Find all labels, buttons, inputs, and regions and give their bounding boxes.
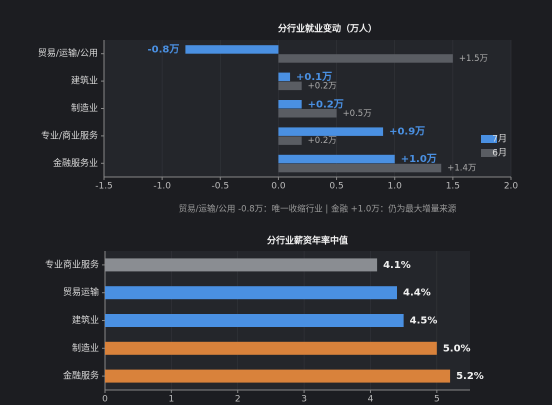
bar [105,314,404,327]
x-tick-label: 0.5 [329,182,343,192]
bar [278,72,291,82]
x-tick-label: 2 [235,395,241,405]
y-tick-label: 制造业 [72,342,99,354]
x-tick-label: 4 [368,395,374,405]
x-tick-label: -1.0 [153,182,171,192]
bar [105,369,451,383]
bar [278,154,395,164]
x-tick-label: -0.5 [212,182,230,192]
x-tick-label: 5 [434,395,440,405]
y-tick-label: 专业/商业服务 [41,129,98,141]
bar [105,258,378,272]
bar [278,136,302,145]
value-label: 4.4% [403,288,431,299]
bar [278,109,337,118]
value-label: -0.8万 [148,43,180,55]
x-tick-label: 2.0 [504,182,519,192]
bar [278,81,302,91]
bar [105,341,437,355]
y-tick-label: 金融服务 [63,370,99,382]
value-label: +1.0万 [401,153,437,165]
legend-swatch [481,149,497,157]
value-label: +0.9万 [389,126,425,138]
y-tick-label: 建筑业 [71,75,98,87]
x-tick-label: 1.5 [446,182,460,192]
bar [278,163,442,173]
value-label: 5.2% [456,371,484,382]
value-label: +1.5万 [459,54,488,64]
x-tick-label: -1.5 [95,182,113,192]
value-label: 5.0% [443,343,471,354]
value-label: +0.2万 [308,136,337,146]
y-tick-label: 专业商业服务 [45,258,99,270]
y-tick-label: 建筑业 [72,314,99,326]
plot-area [104,40,511,177]
annotation: 贸易/运输/公用 -0.8万：唯一收缩行业 | 金融 +1.0万：仍为最大增量来… [179,204,457,215]
x-tick-label: 3 [301,395,307,405]
x-tick-label: 1.0 [388,182,403,192]
chart-title: 分行业就业变动（万人） [278,23,377,35]
value-label: 4.1% [383,260,411,271]
x-tick-label: 0 [102,395,108,405]
y-tick-label: 制造业 [71,102,98,114]
y-tick-label: 贸易/运输/公用 [38,47,98,59]
legend-label: 7月 [492,134,507,145]
value-label: +0.5万 [343,109,372,119]
bar [185,45,279,54]
value-label: +0.1万 [296,71,332,83]
value-label: +0.2万 [308,81,337,91]
value-label: +0.2万 [308,98,344,110]
value-label: 4.5% [410,316,438,327]
x-tick-label: 0.0 [271,182,286,192]
bar [105,286,397,300]
bar [278,100,302,109]
legend-swatch [481,135,497,143]
legend-label: 6月 [492,148,507,159]
bar [278,54,453,63]
bar [278,127,384,136]
value-label: +1.4万 [447,164,476,174]
chart-title: 分行业薪资年率中值 [267,235,348,247]
x-tick-label: 1 [168,395,174,405]
y-tick-label: 贸易运输 [63,286,99,298]
y-tick-label: 金融服务业 [53,157,98,169]
